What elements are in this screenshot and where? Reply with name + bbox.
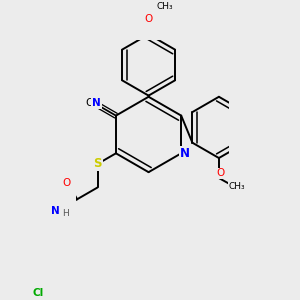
Text: CH₃: CH₃ — [157, 2, 173, 10]
Text: O: O — [144, 14, 153, 24]
Text: Cl: Cl — [32, 289, 44, 298]
Text: C: C — [85, 98, 93, 108]
Text: N: N — [180, 147, 190, 160]
Text: S: S — [93, 158, 102, 170]
Text: O: O — [216, 168, 224, 178]
Text: N: N — [51, 206, 60, 216]
Text: CH₃: CH₃ — [228, 182, 245, 191]
Text: N: N — [92, 98, 101, 108]
Text: O: O — [62, 178, 71, 188]
Text: H: H — [61, 209, 68, 218]
